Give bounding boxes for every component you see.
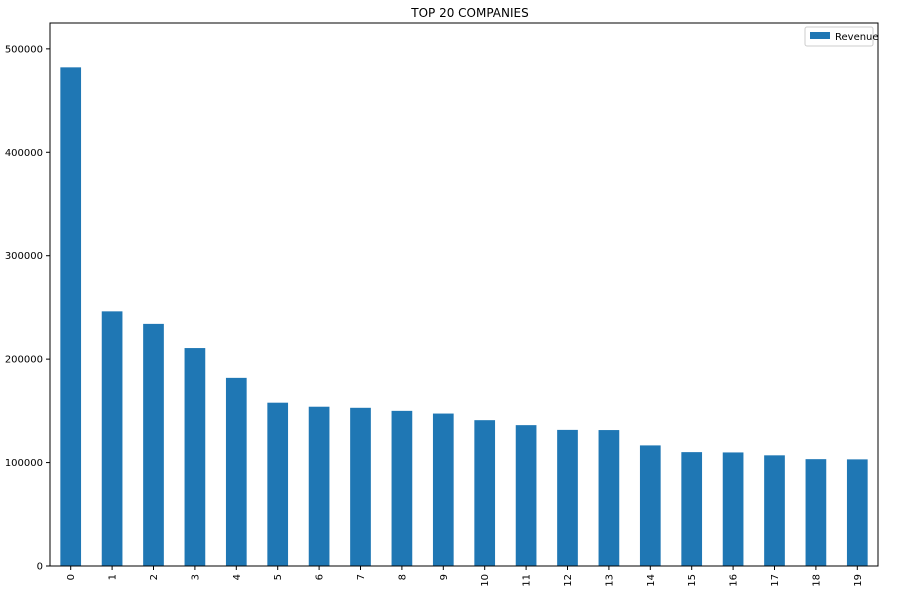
x-tick-label: 0: [66, 574, 77, 580]
x-tick-label: 16: [729, 574, 740, 587]
x-tick-label: 9: [439, 574, 450, 580]
x-tick-label: 10: [480, 574, 491, 587]
bar-4: [225, 377, 247, 566]
legend-label: Revenue: [835, 32, 879, 43]
x-tick-label: 11: [522, 574, 533, 587]
x-tick-label: 6: [315, 574, 326, 580]
bar-2: [143, 323, 164, 566]
x-tick-label: 17: [770, 574, 781, 587]
x-tick-label: 4: [232, 574, 243, 580]
x-tick-label: 18: [811, 574, 822, 587]
bar-14: [639, 445, 661, 566]
bar-17: [764, 455, 785, 566]
x-tick-label: 13: [604, 574, 615, 587]
bar-3: [184, 348, 206, 566]
x-tick-label: 7: [356, 574, 367, 580]
y-tick-label: 0: [37, 562, 43, 573]
x-tick-label: 1: [108, 574, 119, 580]
legend-box: [804, 26, 874, 47]
bar-10: [474, 420, 496, 566]
y-tick-label: 200000: [5, 355, 43, 366]
x-tick-label: 8: [397, 574, 408, 580]
x-tick-label: 12: [563, 574, 574, 587]
y-tick-label: 500000: [5, 44, 43, 55]
bar-0: [60, 67, 82, 566]
plot-frame: [49, 22, 879, 567]
bar-12: [557, 429, 578, 566]
y-tick-label: 300000: [5, 251, 43, 262]
bar-5: [267, 402, 289, 566]
x-tick-label: 3: [190, 574, 201, 580]
bar-15: [681, 452, 703, 566]
x-tick-label: 15: [687, 574, 698, 587]
legend-swatch: [810, 32, 830, 39]
bar-7: [350, 407, 371, 566]
chart-title: TOP 20 COMPANIES: [410, 6, 528, 20]
y-tick-label: 400000: [5, 148, 43, 159]
bar-16: [722, 452, 744, 566]
bar-13: [598, 430, 620, 566]
y-tick-label: 100000: [5, 458, 43, 469]
x-tick-label: 5: [273, 574, 284, 580]
bar-19: [846, 459, 868, 566]
x-tick-label: 2: [149, 574, 160, 580]
bar-1: [101, 311, 123, 566]
legend: Revenue: [804, 26, 879, 47]
bar-11: [515, 425, 537, 566]
bars-layer: [60, 67, 868, 566]
x-tick-label: 14: [646, 574, 657, 587]
x-tick-label: 19: [853, 574, 864, 587]
bar-9: [432, 413, 454, 566]
bar-18: [805, 459, 827, 566]
bar-8: [391, 410, 413, 566]
bar-6: [308, 406, 330, 566]
